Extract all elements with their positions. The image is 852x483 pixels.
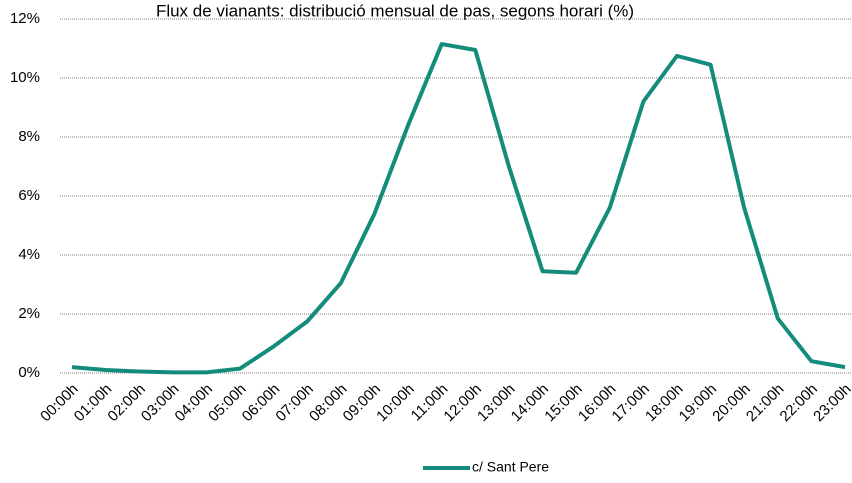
chart-title: Flux de vianants: distribució mensual de… <box>156 1 634 20</box>
legend-label: c/ Sant Pere <box>472 459 549 475</box>
y-tick-label: 0% <box>18 364 40 381</box>
x-tick-label: 23:00h <box>810 381 852 425</box>
x-tick-label: 10:00h <box>373 381 417 425</box>
y-tick-label: 2% <box>18 305 40 322</box>
y-tick-label: 6% <box>18 187 40 204</box>
line <box>71 42 846 375</box>
y-tick-label: 10% <box>10 69 40 86</box>
y-tick-label: 4% <box>18 246 40 263</box>
y-tick-label: 8% <box>18 128 40 145</box>
y-tick-label: 12% <box>10 10 40 27</box>
